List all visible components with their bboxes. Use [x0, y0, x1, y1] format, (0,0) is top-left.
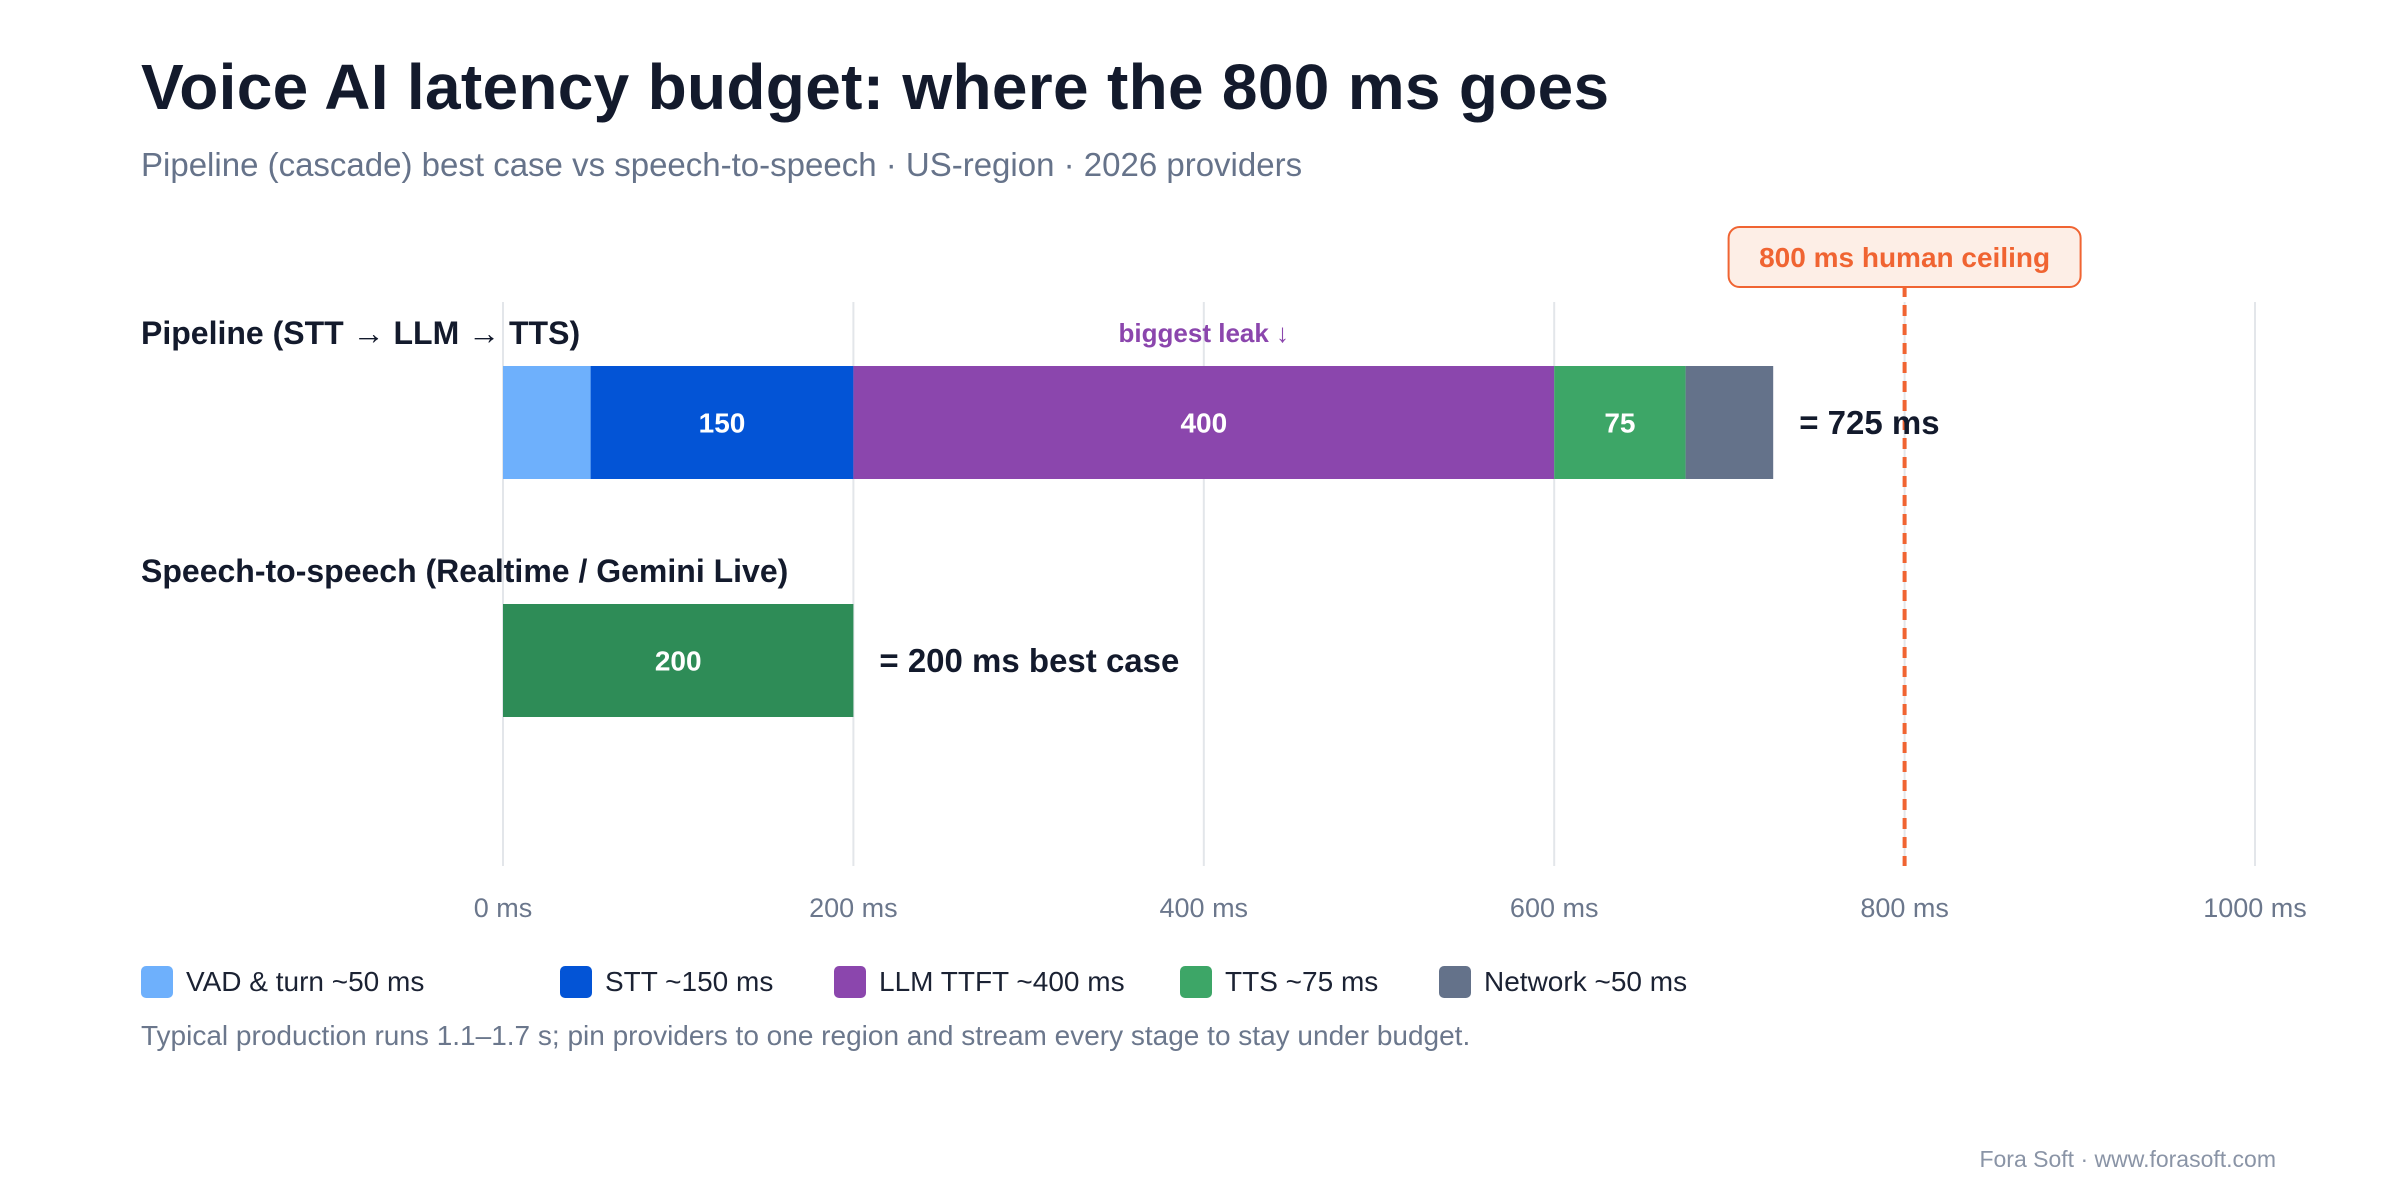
speech-to-speech-total-label: = 200 ms best case [879, 642, 1179, 679]
legend-swatch-llm [834, 966, 866, 998]
x-tick-label: 200 ms [809, 893, 898, 923]
x-tick-label: 1000 ms [2203, 893, 2307, 923]
footnote: Typical production runs 1.1–1.7 s; pin p… [141, 1020, 1471, 1051]
bar-value-label: 75 [1604, 408, 1635, 439]
speech-to-speech-bar [503, 604, 854, 717]
pipeline-total-label: = 725 ms [1799, 404, 1939, 441]
legend-item-llm: LLM TTFT ~400 ms [834, 962, 1125, 1002]
pipeline-bar-segment [853, 366, 1555, 479]
bar-value-label: 150 [699, 408, 746, 439]
legend-swatch-network [1439, 966, 1471, 998]
legend: VAD & turn ~50 ms STT ~150 ms LLM TTFT ~… [141, 962, 2341, 1002]
legend-item-tts: TTS ~75 ms [1180, 962, 1378, 1002]
chart-subtitle: Pipeline (cascade) best case vs speech-t… [141, 146, 1303, 183]
biggest-leak-annotation: biggest leak ↓ [1119, 318, 1290, 348]
credit: Fora Soft · www.forasoft.com [1979, 1146, 2276, 1172]
legend-label-stt: STT ~150 ms [605, 966, 774, 997]
x-tick-label: 800 ms [1860, 893, 1949, 923]
legend-swatch-stt [560, 966, 592, 998]
bars [503, 366, 1774, 717]
legend-label-llm: LLM TTFT ~400 ms [879, 966, 1125, 997]
pipeline-bar-segment [590, 366, 854, 479]
pipeline-bar-segment [1685, 366, 1774, 479]
ceiling-label-box [1727, 226, 2082, 288]
x-tick-label: 0 ms [474, 893, 533, 923]
x-tick-label: 600 ms [1510, 893, 1599, 923]
ceiling-label: 800 ms human ceiling [1759, 242, 2050, 273]
bar-value-label: 400 [1180, 408, 1227, 439]
category-label-speech-to-speech: Speech-to-speech (Realtime / Gemini Live… [141, 553, 788, 589]
legend-item-vad: VAD & turn ~50 ms [141, 962, 424, 1002]
chart-title: Voice AI latency budget: where the 800 m… [141, 51, 1610, 123]
pipeline-bar-segment [1554, 366, 1686, 479]
legend-item-network: Network ~50 ms [1439, 962, 1687, 1002]
legend-label-network: Network ~50 ms [1484, 966, 1688, 997]
ceiling-marker: 800 ms human ceiling [1727, 226, 2082, 866]
x-tick-label: 400 ms [1160, 893, 1249, 923]
legend-label-vad: VAD & turn ~50 ms [186, 966, 425, 997]
bar-value-labels: 150 400 75 200 [655, 408, 1636, 677]
category-label-pipeline: Pipeline (STT → LLM → TTS) [141, 315, 580, 351]
pipeline-bar-segment [503, 366, 591, 479]
legend-swatch-tts [1180, 966, 1212, 998]
legend-label-tts: TTS ~75 ms [1225, 966, 1379, 997]
x-axis-tick-labels: 0 ms 200 ms 400 ms 600 ms 800 ms 1000 ms [474, 893, 2307, 923]
bar-value-label: 200 [655, 646, 702, 677]
legend-item-stt: STT ~150 ms [560, 962, 773, 1002]
legend-swatch-vad [141, 966, 173, 998]
